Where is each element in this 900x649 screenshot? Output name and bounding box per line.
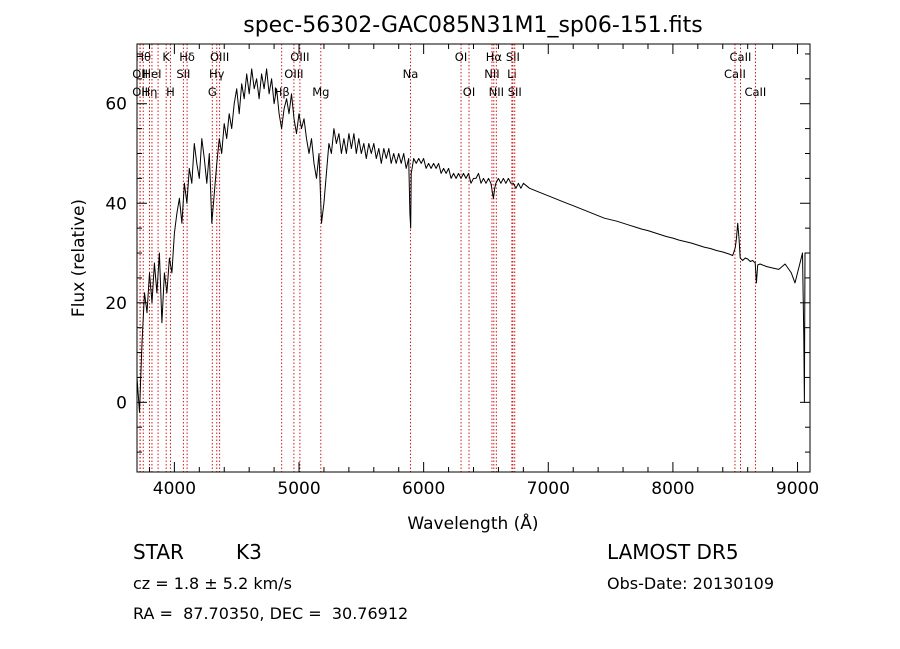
- object-class-label: STAR: [133, 540, 184, 564]
- line-marker-label: NII: [489, 85, 504, 99]
- coordinates-label: RA = 87.70350, DEC = 30.76912: [133, 604, 409, 623]
- x-tick-label: 7000: [527, 479, 570, 499]
- y-axis-label: Flux (relative): [69, 199, 89, 317]
- line-marker-label: OII: [132, 67, 148, 81]
- line-marker-label: OII: [132, 85, 148, 99]
- line-marker-label: Hγ: [209, 67, 225, 81]
- object-subclass-label: K3: [236, 540, 262, 564]
- line-marker-label: CaII: [724, 67, 746, 81]
- line-marker-label: OIII: [284, 67, 303, 81]
- spectrum-series: [136, 68, 808, 413]
- axis-ticks: 4000 5000 6000 7000 8000 9000 0 20 40 60: [105, 44, 819, 499]
- line-marker-label: Hη: [141, 85, 157, 99]
- x-axis-label: Wavelength (Å): [407, 512, 538, 534]
- line-marker-label: K: [162, 50, 170, 64]
- line-marker-label: OIII: [290, 50, 309, 64]
- line-marker-label: Li: [507, 67, 517, 81]
- line-marker-label: G: [208, 85, 217, 99]
- line-marker-label: NII: [484, 67, 499, 81]
- y-tick-label: 60: [105, 95, 127, 115]
- line-marker-label: OI: [463, 85, 475, 99]
- y-tick-label: 0: [116, 393, 127, 413]
- line-markers: HθOIIOIIHηHeIKHSIIHδGHγOIIIHβOIIIOIIIMgN…: [132, 44, 766, 472]
- line-marker-label: Hα: [486, 50, 503, 64]
- line-marker-label: HeI: [142, 67, 161, 81]
- spectrum-line-0: [136, 68, 808, 413]
- y-tick-label: 40: [105, 194, 127, 214]
- x-tick-label: 9000: [776, 479, 819, 499]
- line-marker-label: SII: [508, 85, 522, 99]
- line-marker-label: Na: [403, 67, 419, 81]
- x-tick-label: 8000: [651, 479, 694, 499]
- line-marker-label: Hδ: [179, 50, 195, 64]
- x-tick-label: 6000: [402, 479, 445, 499]
- obs-date-label: Obs-Date: 20130109: [607, 574, 775, 593]
- line-marker-label: Hθ: [135, 50, 151, 64]
- line-marker-label: CaII: [730, 50, 752, 64]
- line-marker-label: SII: [176, 67, 190, 81]
- y-tick-label: 20: [105, 294, 127, 314]
- chart-title: spec-56302-GAC085N31M1_sp06-151.fits: [243, 13, 703, 38]
- line-marker-label: SII: [506, 50, 520, 64]
- redshift-label: cz = 1.8 ± 5.2 km/s: [133, 574, 292, 593]
- plot-frame: [136, 43, 811, 473]
- survey-label: LAMOST DR5: [607, 540, 739, 564]
- line-marker-label: H: [166, 85, 175, 99]
- line-marker-label: Mg: [312, 85, 329, 99]
- x-tick-label: 5000: [277, 479, 320, 499]
- x-tick-label: 4000: [153, 479, 196, 499]
- line-marker-label: OI: [455, 50, 467, 64]
- line-marker-label: CaII: [744, 85, 766, 99]
- line-marker-label: OIII: [210, 50, 229, 64]
